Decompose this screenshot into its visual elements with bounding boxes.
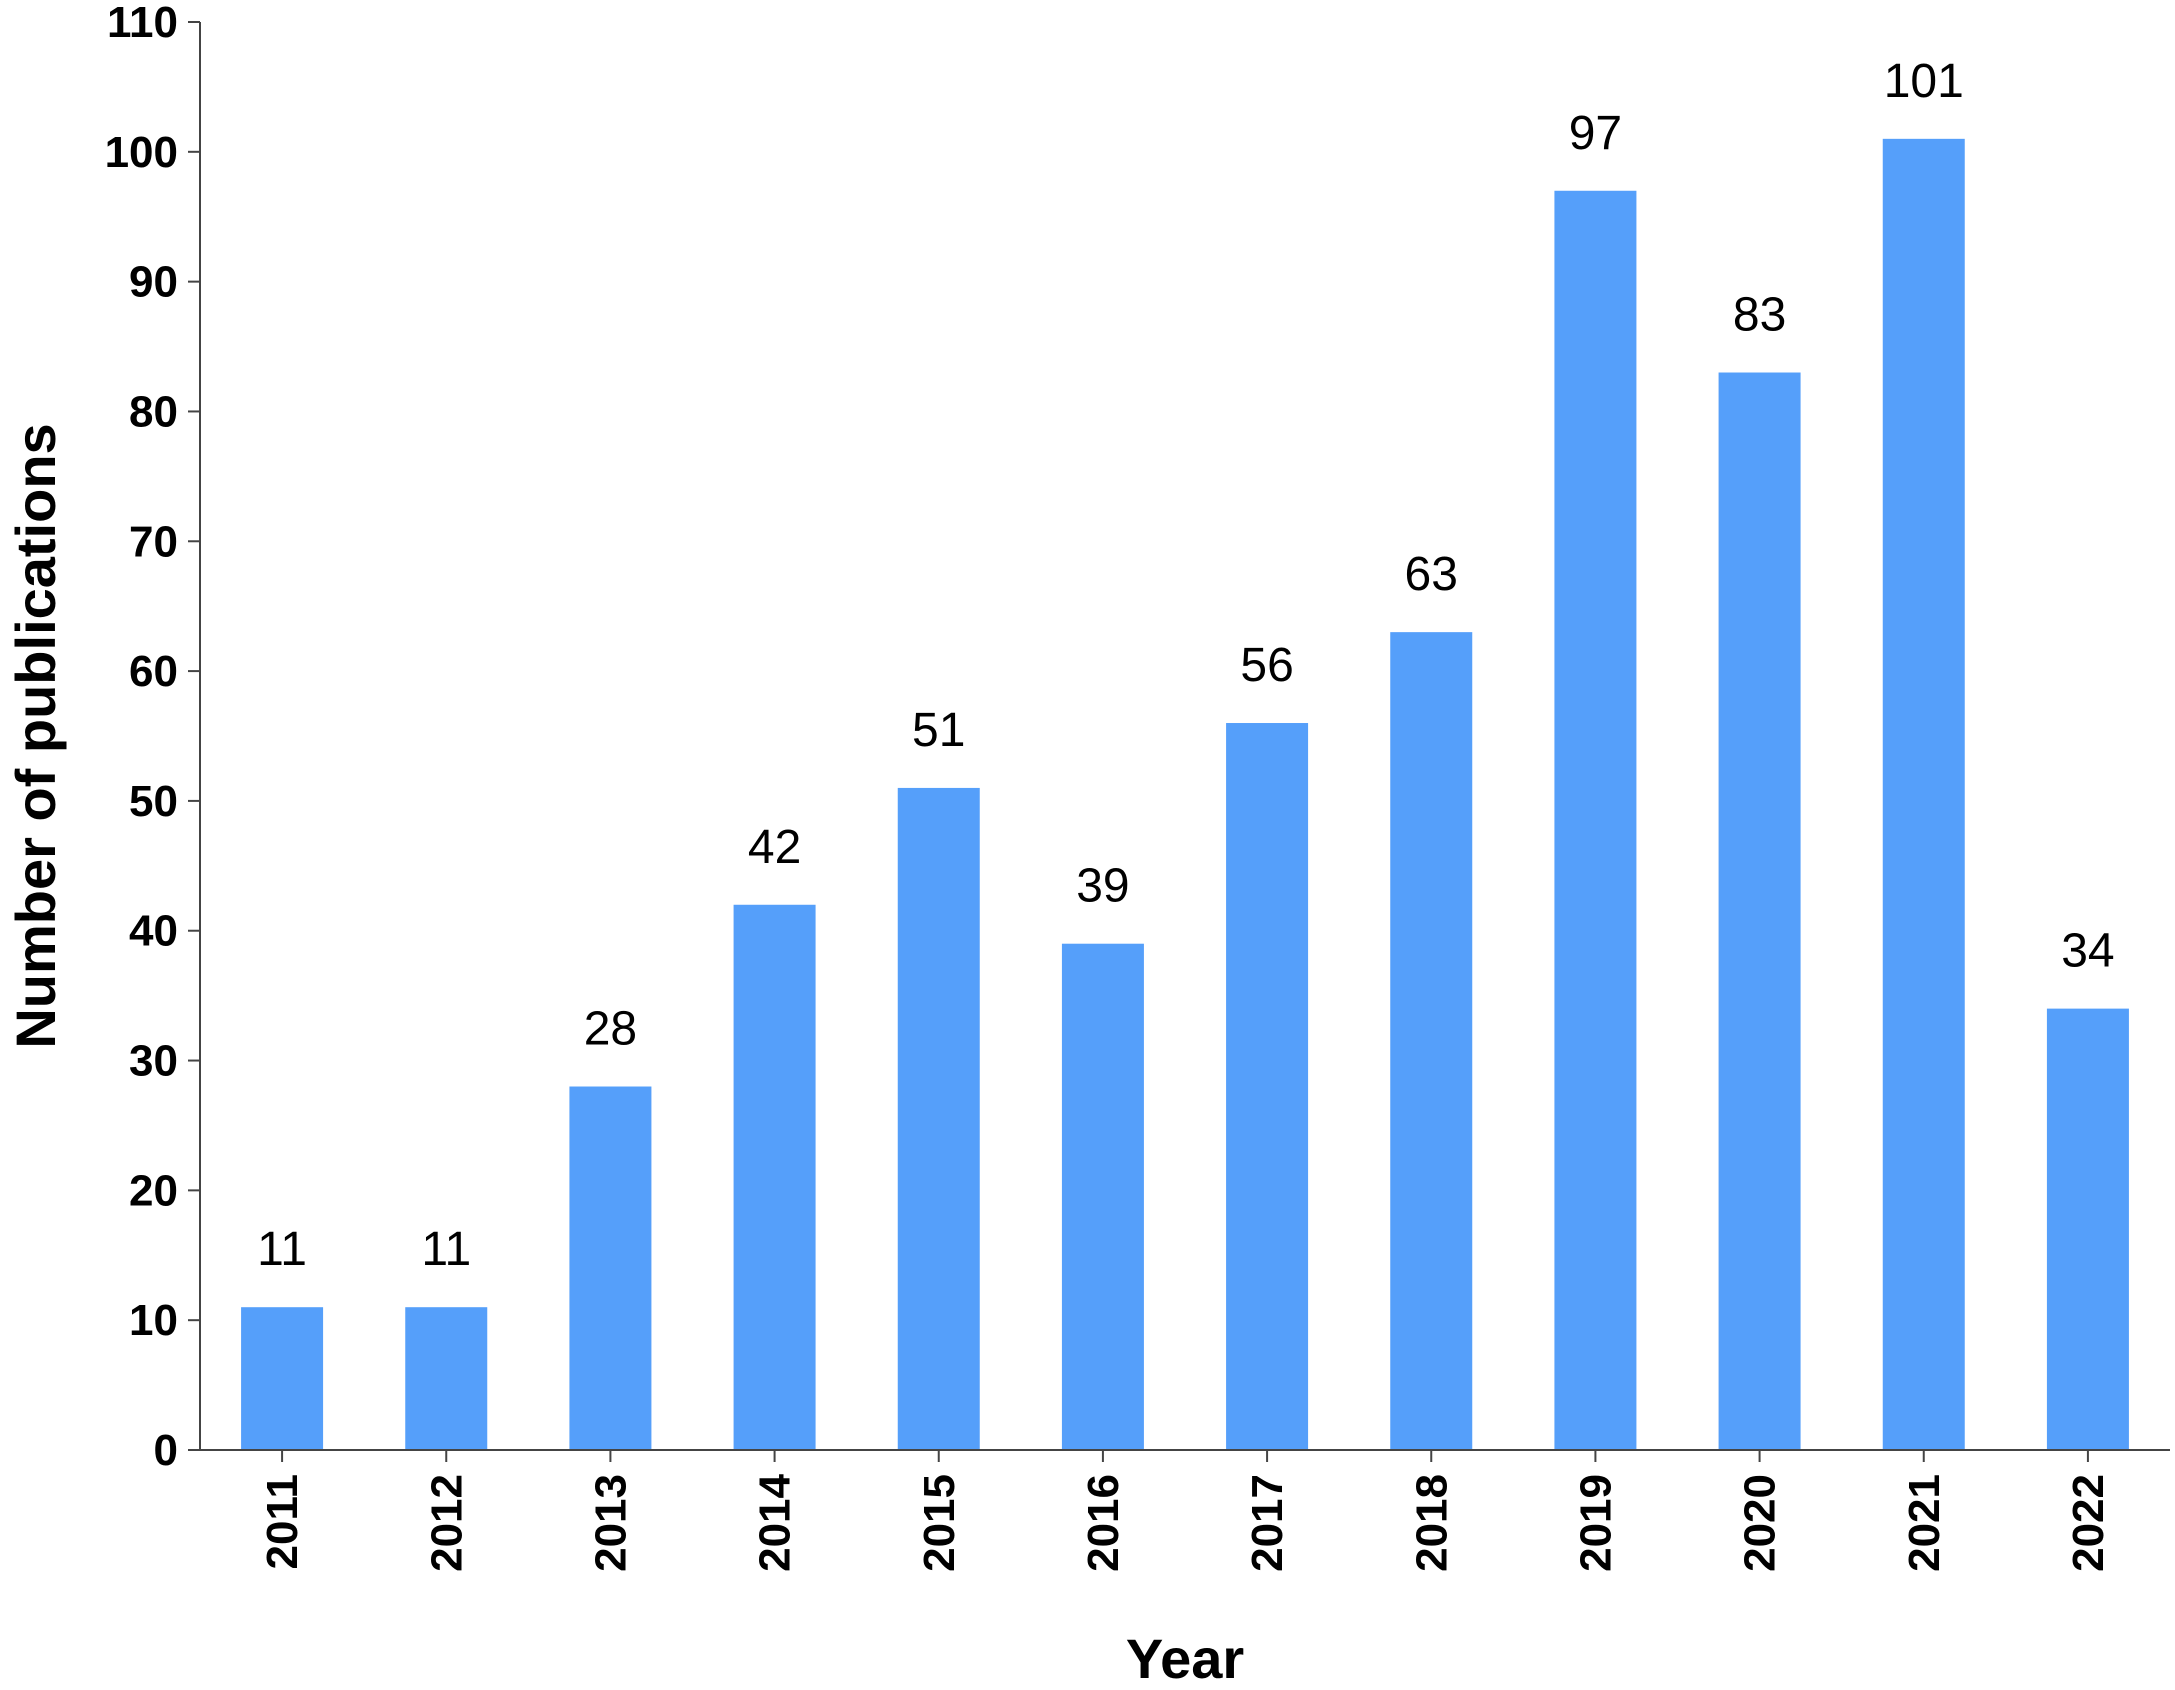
x-tick-label: 2015 xyxy=(915,1474,964,1572)
y-tick-label: 110 xyxy=(107,0,178,47)
data-label: 11 xyxy=(421,1223,471,1276)
y-tick-label: 10 xyxy=(129,1296,178,1345)
bar xyxy=(569,1086,652,1450)
bar xyxy=(897,787,980,1450)
data-labels-group: 11 11 28 42 51 39 56 63 97 83 101 34 xyxy=(257,55,2114,1276)
y-tick-label: 70 xyxy=(129,517,178,566)
bar xyxy=(1390,632,1473,1450)
x-tick-label: 2019 xyxy=(1571,1474,1620,1572)
x-tick-label: 2017 xyxy=(1243,1474,1292,1572)
bar xyxy=(2046,1008,2129,1450)
y-tick-label: 90 xyxy=(129,258,178,307)
x-tick-label: 2020 xyxy=(1736,1474,1785,1572)
bar xyxy=(1226,723,1309,1450)
data-label: 101 xyxy=(1884,55,1964,108)
x-tick-label: 2011 xyxy=(258,1474,307,1569)
bar xyxy=(1882,138,1965,1450)
y-tick-label: 80 xyxy=(129,387,178,436)
bar xyxy=(405,1307,488,1450)
data-label: 39 xyxy=(1076,860,1129,913)
x-tick-label: 2014 xyxy=(751,1473,800,1571)
x-axis-title: Year xyxy=(1126,1627,1244,1690)
bar xyxy=(733,904,816,1450)
data-label: 97 xyxy=(1569,107,1622,160)
y-tick-label: 50 xyxy=(129,777,178,826)
y-tick-label: 40 xyxy=(129,907,178,956)
data-label: 34 xyxy=(2061,925,2114,978)
data-label: 83 xyxy=(1733,289,1786,342)
y-axis-title: Number of publications xyxy=(4,423,67,1048)
y-axis: 0 10 20 30 40 50 60 70 80 90 100 110 xyxy=(105,0,201,1475)
bar xyxy=(1554,190,1637,1450)
data-label: 56 xyxy=(1240,639,1293,692)
y-tick-label: 60 xyxy=(129,647,178,696)
x-tick-label: 2016 xyxy=(1079,1474,1128,1572)
y-tick-label: 30 xyxy=(129,1037,178,1086)
x-tick-label: 2022 xyxy=(2064,1474,2113,1572)
x-tick-label: 2018 xyxy=(1407,1474,1456,1572)
x-tick-label: 2012 xyxy=(422,1474,471,1572)
bar xyxy=(241,1307,324,1450)
x-tick-label: 2021 xyxy=(1900,1474,1949,1572)
x-tick-label: 2013 xyxy=(586,1474,635,1572)
bar xyxy=(1718,372,1801,1451)
data-label: 63 xyxy=(1405,548,1458,601)
x-axis: 2011 2012 2013 2014 2015 2016 2017 2018 2019 2020… xyxy=(200,1449,2170,1572)
bars-group xyxy=(241,138,2129,1451)
data-label: 11 xyxy=(257,1223,307,1276)
data-label: 42 xyxy=(748,821,801,874)
data-label: 28 xyxy=(584,1003,637,1056)
y-tick-label: 20 xyxy=(129,1166,178,1215)
y-tick-label: 100 xyxy=(105,128,178,177)
bar xyxy=(1061,943,1144,1450)
y-tick-label: 0 xyxy=(154,1426,178,1475)
data-label: 51 xyxy=(912,704,965,757)
